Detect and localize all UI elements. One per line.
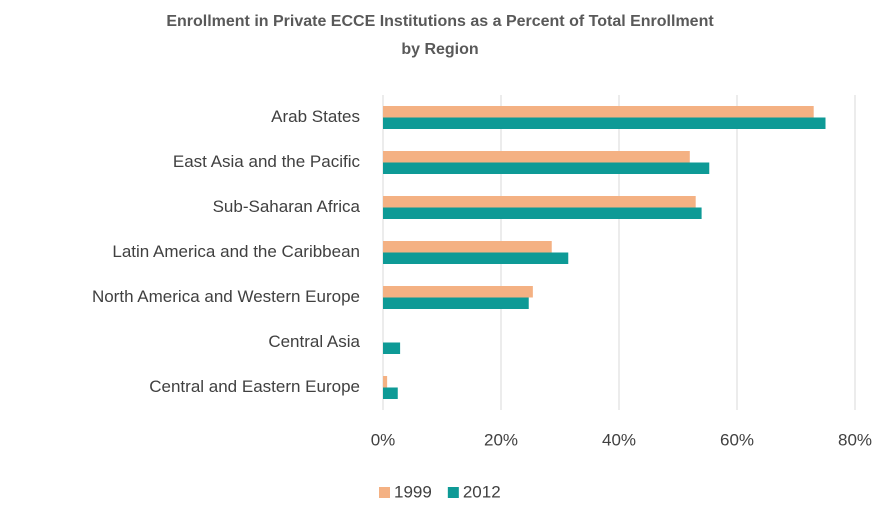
y-tick-label: Central Asia	[268, 332, 360, 351]
legend-label: 1999	[394, 482, 432, 501]
bar	[383, 117, 826, 129]
x-tick-label: 0%	[371, 430, 396, 449]
bar	[383, 151, 690, 163]
bar	[383, 241, 552, 253]
legend-label: 2012	[463, 482, 501, 501]
bar	[383, 162, 710, 174]
bar	[383, 286, 533, 298]
y-tick-label: Arab States	[271, 107, 360, 126]
y-tick-label: North America and Western Europe	[92, 287, 360, 306]
bar	[383, 106, 814, 118]
bar	[383, 207, 702, 219]
x-tick-label: 60%	[720, 430, 754, 449]
x-tick-label: 80%	[838, 430, 872, 449]
chart-title: Enrollment in Private ECCE Institutions …	[166, 13, 714, 30]
bar	[383, 342, 401, 354]
legend-swatch	[447, 487, 459, 498]
y-tick-label: Sub-Saharan Africa	[213, 197, 361, 216]
y-tick-label: Central and Eastern Europe	[149, 377, 360, 396]
chart-title: by Region	[401, 41, 478, 58]
x-tick-label: 20%	[484, 430, 518, 449]
y-tick-label: Latin America and the Caribbean	[112, 242, 360, 261]
y-tick-label: East Asia and the Pacific	[173, 152, 361, 171]
bar	[383, 196, 696, 208]
bar	[383, 252, 569, 264]
bar	[383, 387, 398, 399]
bar	[383, 297, 529, 309]
x-tick-label: 40%	[602, 430, 636, 449]
legend-swatch	[379, 487, 390, 498]
bar	[383, 376, 388, 388]
